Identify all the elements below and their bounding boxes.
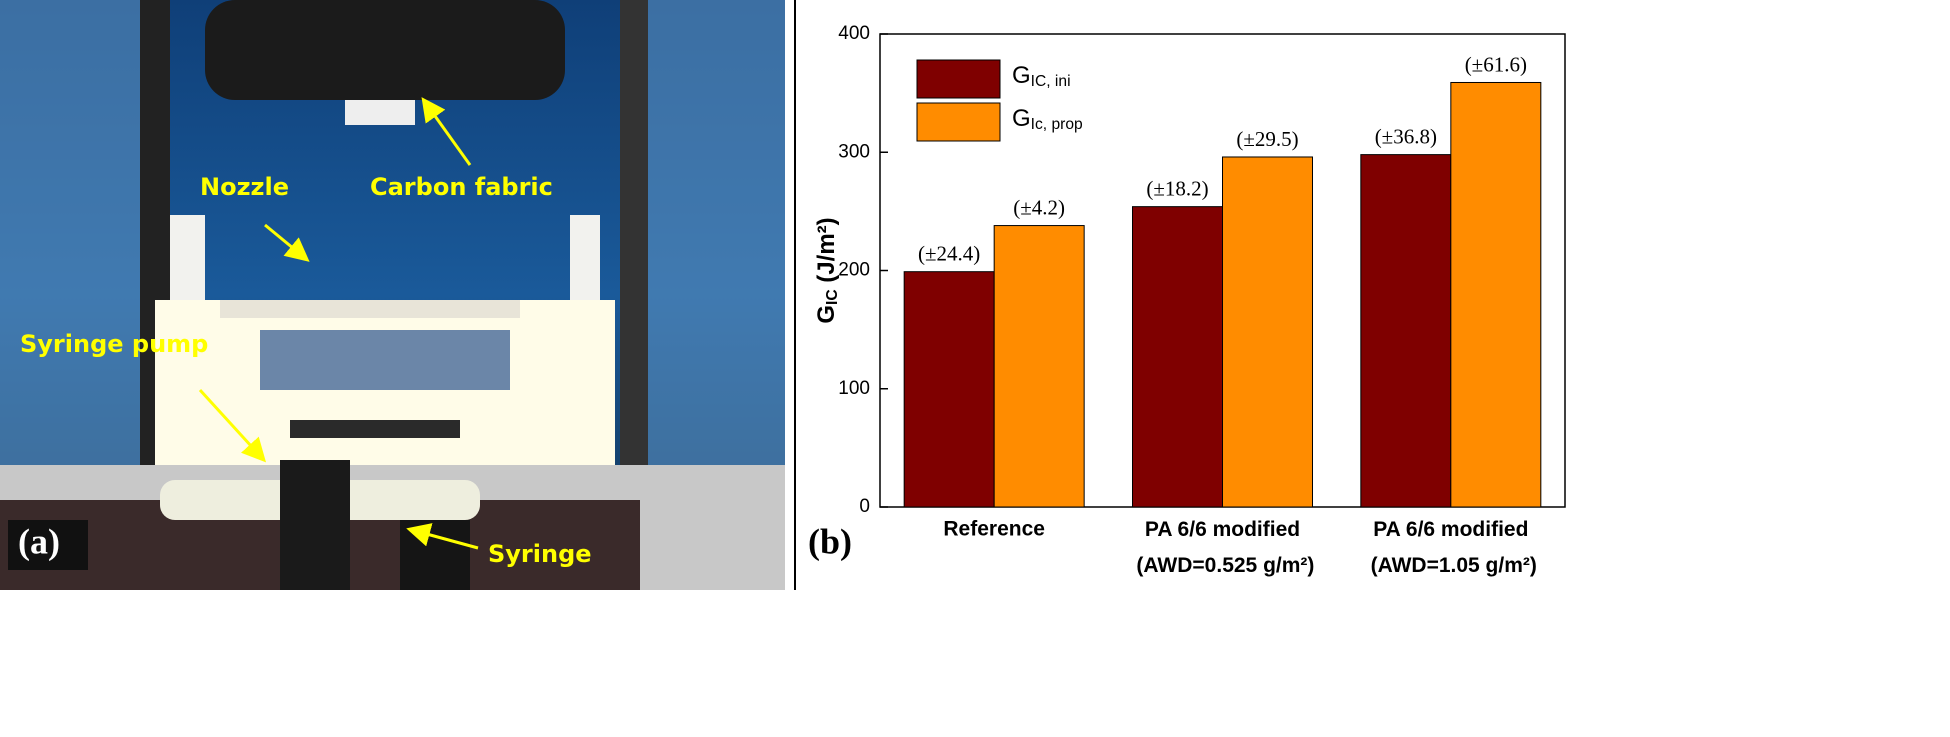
x-tick-label: PA 6/6 modified (AWD=0.525 g/m²)	[1131, 518, 1315, 577]
y-tick-label: 300	[838, 141, 870, 162]
panel-label: (a)	[18, 521, 60, 561]
legend-swatch	[916, 59, 1001, 99]
y-tick-label: 200	[838, 260, 870, 281]
error-label: (±18.2)	[1146, 176, 1208, 200]
annotation: Carbon fabric	[370, 173, 553, 201]
annotation: Syringe	[488, 540, 592, 568]
error-label: (±36.8)	[1375, 124, 1437, 148]
bar	[903, 271, 995, 508]
legend-label: GIC, ini	[1012, 62, 1071, 90]
x-tick-label: PA 6/6 modified (AWD=1.05 g/m²)	[1365, 518, 1537, 577]
error-label: (±61.6)	[1465, 52, 1527, 76]
bar	[1360, 154, 1452, 508]
y-tick-label: 400	[838, 23, 870, 44]
bar	[1132, 206, 1223, 508]
legend-label: GIc, prop	[1012, 105, 1083, 133]
x-tick-label: Reference	[943, 518, 1045, 541]
photo: Carbon fabric Nozzle Syringe pump Syring…	[0, 0, 785, 590]
y-tick-label: 100	[838, 378, 870, 399]
annotation: Syringe pump	[20, 330, 208, 358]
bar	[993, 225, 1085, 508]
panel-label: (b)	[808, 521, 852, 561]
y-axis-label: GIC (J/m²)	[813, 217, 841, 323]
y-tick-label: 0	[859, 496, 870, 517]
error-label: (±24.4)	[918, 241, 980, 265]
bar	[1222, 156, 1313, 508]
error-label: (±4.2)	[1013, 195, 1065, 219]
legend-swatch	[916, 102, 1001, 142]
annotation: Nozzle	[200, 173, 289, 201]
bar	[1450, 81, 1542, 508]
error-label: (±29.5)	[1236, 127, 1298, 151]
